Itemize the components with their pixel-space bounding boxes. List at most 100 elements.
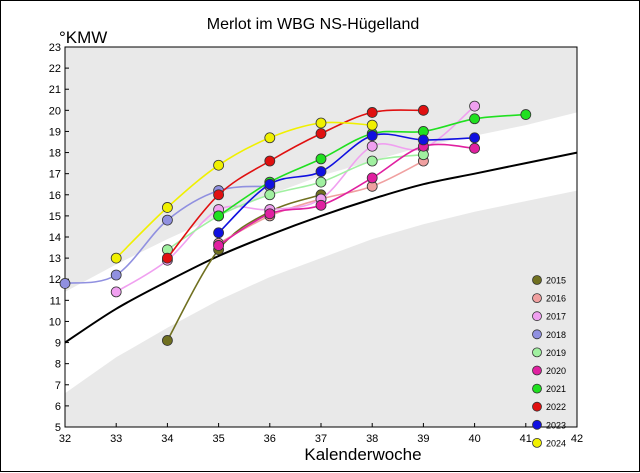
legend-marker-2016 (532, 293, 542, 304)
data-point-2022 (417, 104, 429, 116)
x-axis-label: Kalenderwoche (304, 445, 421, 464)
data-point-2019 (366, 155, 378, 167)
legend-label-2023: 2023 (546, 420, 566, 430)
y-tick-label: 7 (55, 380, 61, 392)
y-tick-label: 20 (49, 105, 61, 117)
data-point-2021 (315, 153, 327, 165)
data-point-2022 (264, 155, 276, 167)
data-point-2022 (315, 128, 327, 139)
y-tick-label: 17 (49, 169, 61, 181)
legend-marker-2019 (532, 347, 542, 358)
series-2024 (110, 117, 378, 264)
data-point-2021 (469, 113, 481, 125)
y-tick-label: 12 (49, 274, 61, 286)
legend-marker-2024 (532, 437, 542, 448)
data-point-2020 (366, 172, 378, 184)
data-point-2020 (315, 199, 327, 211)
data-point-2023 (213, 227, 225, 239)
data-point-2020 (213, 240, 225, 251)
x-tick-label: 37 (315, 433, 327, 445)
data-point-2024 (315, 117, 327, 129)
legend-marker-2021 (532, 383, 542, 394)
data-point-2021 (213, 210, 225, 222)
y-tick-label: 11 (50, 295, 61, 307)
y-tick-label: 10 (49, 316, 61, 328)
reference-curve (64, 151, 578, 344)
legend-marker-2023 (532, 419, 542, 430)
x-tick-label: 40 (468, 433, 480, 445)
data-point-2024 (213, 159, 225, 171)
bands (65, 47, 577, 427)
y-tick-label: 22 (49, 63, 61, 75)
inner-band (65, 112, 577, 394)
data-point-2019 (264, 189, 276, 201)
data-point-2024 (264, 132, 276, 144)
data-point-2022 (366, 107, 378, 118)
data-point-2018 (59, 278, 71, 289)
data-point-2020 (469, 142, 481, 154)
y-tick-label: 9 (55, 338, 61, 350)
data-point-2017 (110, 286, 122, 298)
data-point-2022 (161, 252, 173, 264)
data-point-2024 (161, 202, 173, 213)
series-2022 (161, 104, 429, 264)
x-tick-label: 38 (366, 433, 378, 445)
legend-marker-2017 (532, 311, 542, 322)
series-2020 (213, 140, 481, 251)
legend-marker-2020 (532, 365, 542, 376)
legend-label-2019: 2019 (546, 348, 566, 358)
legend-label-2017: 2017 (546, 312, 566, 322)
data-point-2022 (213, 189, 225, 201)
y-axis-label: °KMW (59, 28, 107, 47)
x-tick-label: 33 (110, 433, 122, 445)
legend-marker-2022 (532, 401, 542, 412)
chart-title: Merlot im WBG NS-Hügelland (207, 16, 420, 33)
x-tick-label: 36 (264, 433, 276, 445)
reference-curve-group (64, 151, 578, 344)
data-point-2020 (264, 208, 276, 220)
x-tick-label: 35 (212, 433, 224, 445)
data-point-2018 (110, 269, 122, 281)
data-point-2015 (161, 335, 173, 346)
legend-label-2018: 2018 (546, 330, 566, 340)
series-2023 (213, 130, 481, 239)
data-point-2017 (366, 140, 378, 152)
legend-label-2021: 2021 (546, 384, 566, 394)
data-point-2021 (520, 109, 532, 120)
x-tick-label: 41 (520, 433, 532, 445)
y-tick-label: 6 (55, 401, 61, 413)
legend-label-2016: 2016 (546, 294, 566, 304)
legend-marker-2018 (532, 329, 542, 340)
data-point-2023 (469, 132, 481, 144)
y-tick-label: 19 (49, 126, 61, 138)
data-point-2019 (315, 176, 327, 188)
legend-label-2015: 2015 (546, 276, 566, 286)
legend-label-2024: 2024 (546, 438, 566, 448)
x-tick-label: 32 (59, 433, 71, 445)
y-tick-label: 15 (49, 211, 61, 223)
y-tick-label: 5 (55, 422, 61, 434)
x-tick-label: 34 (161, 433, 173, 445)
data-point-2023 (315, 166, 327, 177)
data-point-2018 (161, 214, 173, 226)
y-tick-label: 13 (49, 253, 61, 265)
data-point-2024 (366, 119, 378, 131)
legend-label-2022: 2022 (546, 402, 566, 412)
data-point-2023 (366, 130, 378, 142)
data-point-2023 (264, 178, 276, 190)
legend-label-2020: 2020 (546, 366, 566, 376)
y-tick-label: 16 (49, 190, 61, 202)
data-point-2023 (417, 134, 429, 146)
y-tick-label: 18 (49, 148, 61, 160)
data-point-2024 (110, 252, 122, 264)
y-tick-label: 8 (55, 359, 61, 371)
legend-marker-2015 (532, 275, 542, 285)
data-point-2017 (469, 100, 481, 112)
y-tick-label: 21 (49, 84, 61, 96)
y-tick-label: 14 (49, 232, 61, 244)
x-tick-label: 39 (417, 433, 429, 445)
x-tick-label: 42 (571, 433, 583, 445)
